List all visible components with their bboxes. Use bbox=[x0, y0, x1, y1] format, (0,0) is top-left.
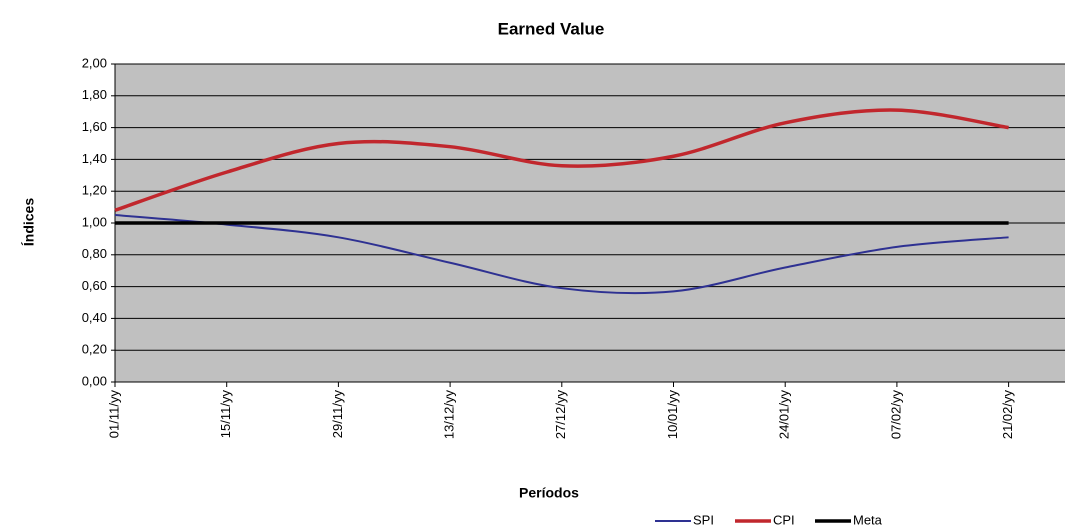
series-line bbox=[114, 108, 1009, 212]
x-tick-label: 10/01/yy bbox=[665, 390, 680, 440]
legend-label: Meta bbox=[853, 512, 883, 527]
y-tick-label: 2,00 bbox=[82, 55, 107, 70]
y-tick-label: 0,80 bbox=[82, 246, 107, 261]
y-axis-title: Índices bbox=[21, 198, 37, 246]
x-tick-label: 13/12/yy bbox=[442, 390, 457, 440]
x-tick-label: 15/11/yy bbox=[218, 390, 233, 439]
chart-title: Earned Value bbox=[498, 19, 605, 38]
x-tick-label: 07/02/yy bbox=[888, 390, 903, 440]
y-tick-label: 0,20 bbox=[82, 342, 107, 357]
y-tick-label: 0,40 bbox=[82, 310, 107, 325]
x-tick-label: 24/01/yy bbox=[777, 390, 792, 440]
x-tick-label: 29/11/yy bbox=[330, 390, 345, 439]
x-tick-label: 27/12/yy bbox=[553, 390, 568, 440]
x-axis-title: Períodos bbox=[519, 485, 579, 501]
y-tick-label: 0,60 bbox=[82, 278, 107, 293]
x-tick-label: 01/11/yy bbox=[106, 390, 121, 439]
y-tick-label: 1,20 bbox=[82, 183, 107, 198]
y-tick-label: 0,00 bbox=[82, 373, 107, 388]
y-tick-label: 1,00 bbox=[82, 214, 107, 229]
x-tick-label: 21/02/yy bbox=[1000, 390, 1015, 440]
y-tick-label: 1,60 bbox=[82, 119, 107, 134]
legend-label: CPI bbox=[773, 512, 795, 527]
series-line bbox=[114, 214, 1009, 295]
y-tick-label: 1,80 bbox=[82, 87, 107, 102]
y-tick-label: 1,40 bbox=[82, 151, 107, 166]
legend-label: SPI bbox=[693, 512, 714, 527]
